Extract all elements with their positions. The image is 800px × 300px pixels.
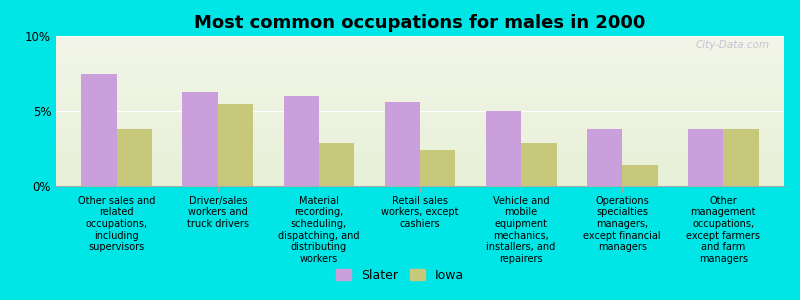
Bar	[182, 92, 218, 186]
Text: City-Data.com: City-Data.com	[695, 40, 770, 50]
Bar	[82, 74, 117, 186]
Title: Most common occupations for males in 2000: Most common occupations for males in 200…	[194, 14, 646, 32]
Bar	[521, 142, 557, 186]
Bar	[117, 129, 152, 186]
Bar	[385, 102, 420, 186]
Bar	[283, 96, 319, 186]
Bar	[622, 165, 658, 186]
Bar	[587, 129, 622, 186]
Bar	[319, 142, 354, 186]
Bar	[723, 129, 758, 186]
Bar	[486, 111, 521, 186]
Bar	[420, 150, 455, 186]
Legend: Slater, Iowa: Slater, Iowa	[332, 265, 468, 286]
Bar	[688, 129, 723, 186]
Bar	[218, 103, 253, 186]
